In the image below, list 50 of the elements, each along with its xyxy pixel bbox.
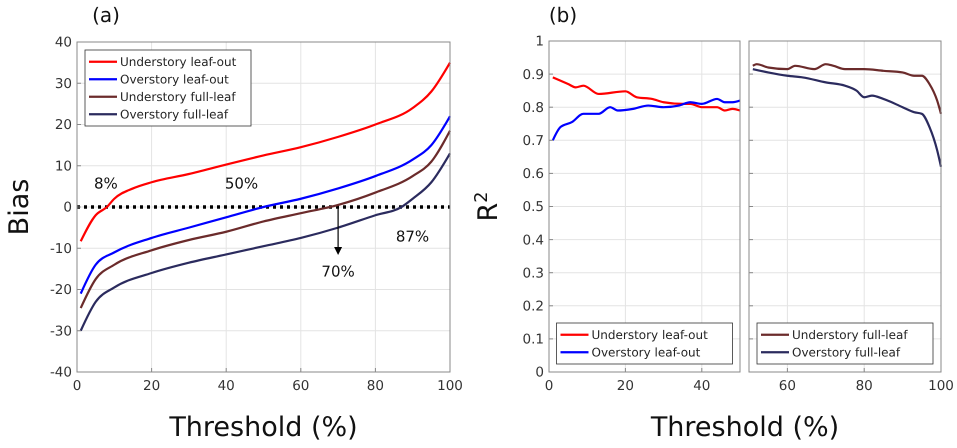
y-tick-label: 30 [54, 76, 72, 92]
y-tick-label: 0.3 [522, 265, 544, 282]
chart-title: (a) [92, 3, 120, 27]
y-tick-label: 20 [54, 117, 72, 134]
y-tick-label: 0.5 [522, 199, 544, 216]
y-tick-label: 0.7 [522, 133, 544, 150]
x-axis-title: Threshold (%) [650, 412, 840, 443]
y-tick-label: 0.9 [522, 66, 544, 83]
y-tick-label: 0.6 [522, 166, 544, 182]
y-tick-label: 0.1 [522, 332, 544, 348]
y-tick-label: 0 [63, 200, 72, 216]
x-tick-label: 100 [437, 378, 463, 394]
y-tick-label: -20 [50, 282, 72, 298]
line-series [80, 152, 452, 332]
y-tick-label: 40 [54, 34, 72, 51]
y-tick-label: 0.8 [522, 100, 544, 116]
annotation: 8% [94, 174, 118, 192]
annotation: 87% [396, 227, 430, 246]
legend-label: Understory full-leaf [120, 90, 236, 104]
legend-label: Overstory leaf-out [592, 345, 701, 360]
legend-label: Understory leaf-out [592, 328, 708, 342]
x-axis-title: Threshold (%) [168, 412, 358, 443]
y-tick-label: 10 [54, 158, 72, 174]
chart-title: (b) [548, 3, 578, 27]
legend-label: Overstory full-leaf [792, 345, 901, 360]
y-tick-label: 0.4 [522, 232, 544, 248]
legend-label: Overstory full-leaf [120, 107, 229, 122]
x-tick-label: 40 [218, 378, 235, 394]
y-tick-label: -10 [50, 240, 72, 257]
y-tick-label: 0 [535, 364, 544, 381]
annotation: 70% [321, 262, 355, 280]
x-tick-label: 80 [856, 378, 873, 394]
x-tick-label: 60 [292, 378, 310, 394]
y-tick-label: 1 [535, 34, 544, 50]
y-tick-label: 0.2 [522, 298, 544, 315]
line-series [552, 98, 742, 142]
x-tick-label: 100 [928, 378, 954, 394]
line-series [552, 76, 742, 112]
y-axis-title: Bias [4, 178, 35, 236]
y-tick-label: -40 [50, 364, 72, 381]
x-tick-label: 60 [778, 378, 796, 394]
x-tick-label: 20 [143, 378, 160, 394]
annotation: 50% [224, 174, 258, 192]
x-tick-label: 20 [616, 378, 634, 394]
y-tick-label: -30 [50, 323, 72, 340]
legend-label: Understory leaf-out [120, 54, 237, 69]
legend-label: Understory full-leaf [792, 328, 908, 342]
x-tick-label: 40 [693, 378, 710, 394]
legend-label: Overstory leaf-out [120, 72, 230, 86]
x-tick-label: 80 [366, 378, 384, 394]
